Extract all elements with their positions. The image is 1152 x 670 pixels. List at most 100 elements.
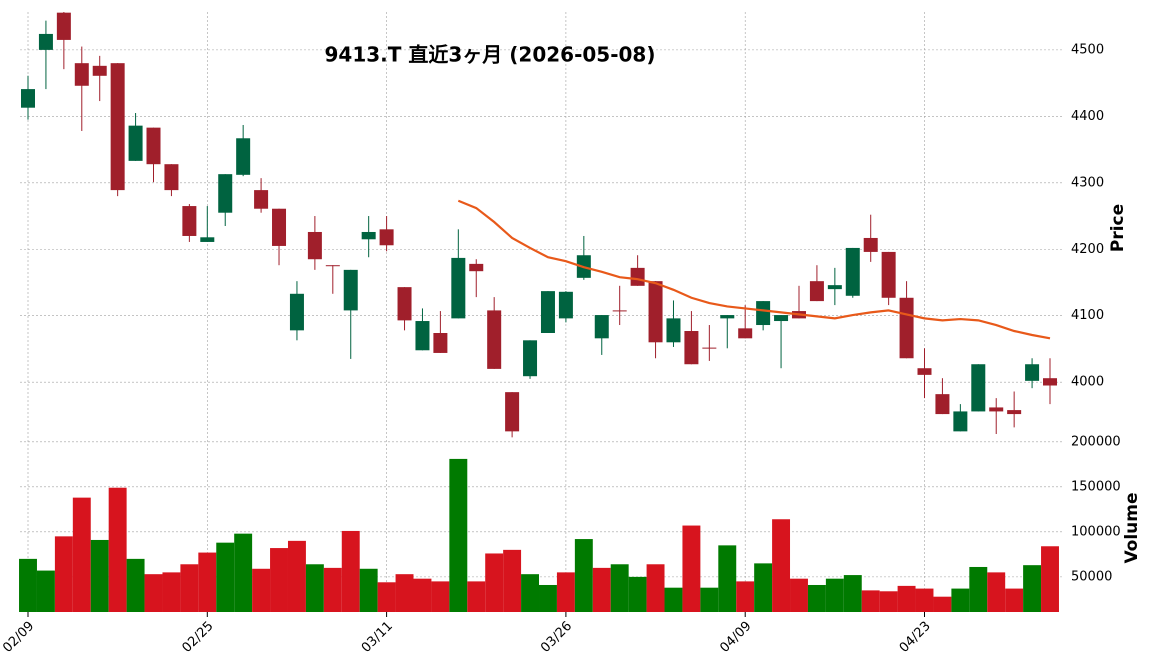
candle-body	[738, 328, 753, 339]
volume-bar	[54, 536, 73, 612]
candle-body	[684, 331, 699, 365]
volume-bar	[395, 574, 414, 612]
volume-bar	[1041, 546, 1059, 612]
candle-body	[756, 301, 771, 326]
x-tick-label: 03/26	[538, 619, 575, 656]
volume-tick-label: 200000	[1071, 434, 1121, 449]
volume-bar	[359, 568, 378, 612]
candle-body	[415, 321, 430, 351]
volume-bar	[126, 558, 145, 612]
candle-body	[1043, 378, 1058, 386]
volume-bar	[431, 581, 450, 612]
volume-bar	[843, 575, 862, 612]
candle-body	[182, 206, 197, 236]
volume-bar	[19, 558, 37, 612]
candle-body	[56, 12, 71, 40]
candle-body	[146, 127, 161, 165]
candle-body	[361, 231, 376, 240]
candle-body	[917, 368, 932, 375]
candle-body	[92, 65, 107, 76]
candle-body	[487, 310, 502, 369]
candle-body	[630, 267, 645, 286]
x-tick-label: 02/25	[180, 619, 217, 656]
volume-bar	[90, 539, 109, 612]
candle-body	[774, 315, 789, 322]
y-axis-label: Price	[1108, 204, 1128, 252]
volume-bar	[287, 540, 306, 612]
x-tick-label: 02/09	[0, 619, 37, 656]
candle-body	[540, 291, 555, 333]
candle-body	[648, 281, 663, 343]
volume-bar	[574, 539, 593, 612]
volume-bar	[485, 553, 504, 612]
candle-body	[38, 33, 53, 50]
candle-body	[523, 340, 538, 377]
candle-body	[1007, 410, 1022, 415]
volume-bar	[1005, 588, 1024, 612]
y-tick-label: 4200	[1071, 242, 1104, 257]
candle-body	[666, 318, 681, 343]
volume-bar	[987, 572, 1006, 612]
candle-body	[881, 251, 896, 298]
volume-bar	[556, 572, 575, 612]
volume-tick-label: 100000	[1071, 524, 1121, 539]
volume-bar	[879, 591, 898, 612]
volume-bar	[234, 533, 253, 612]
volume-bar	[270, 548, 288, 612]
volume-bar	[825, 578, 844, 612]
volume-bar	[933, 596, 952, 612]
volume-bar	[772, 519, 791, 612]
candle-body	[827, 285, 842, 290]
candle-body	[325, 265, 340, 267]
volume-tick-label: 150000	[1071, 479, 1121, 494]
candle-body	[164, 164, 179, 191]
candle-body	[74, 63, 89, 86]
candle-body	[702, 347, 717, 349]
volume-bar	[1023, 565, 1042, 612]
volume-bar	[144, 574, 163, 612]
candle-body	[899, 297, 914, 359]
volume-bar	[790, 578, 808, 612]
candle-body	[200, 237, 215, 242]
volume-bar	[36, 570, 55, 612]
volume-bar	[915, 588, 934, 612]
volume-bar	[252, 568, 271, 612]
y-tick-label: 4300	[1071, 175, 1104, 190]
candle-body	[612, 310, 627, 312]
volume-bar	[72, 497, 91, 612]
volume-bar	[969, 566, 988, 612]
candle-body	[809, 281, 824, 302]
chart-title: 9413.T 直近3ヶ月 (2026-05-08)	[325, 43, 656, 67]
volume-bar	[539, 584, 557, 612]
candle-body	[343, 269, 358, 311]
volume-bar	[323, 567, 342, 612]
volume-bar	[521, 574, 540, 612]
volume-bar	[377, 582, 396, 612]
volume-bar	[718, 545, 737, 612]
candle-body	[469, 263, 484, 272]
candle-body	[21, 89, 35, 108]
candle-body	[558, 291, 573, 319]
x-tick-label: 03/11	[359, 619, 396, 656]
y-tick-label: 4400	[1071, 109, 1104, 124]
volume-bar	[897, 585, 916, 612]
volume-bar	[646, 564, 665, 612]
volume-bar	[162, 572, 181, 612]
volume-bar	[341, 530, 360, 612]
volume-tick-label: 50000	[1071, 569, 1112, 584]
candle-body	[594, 315, 609, 339]
candle-body	[128, 125, 143, 161]
volume-bar	[305, 564, 324, 612]
y-tick-label: 4500	[1071, 42, 1104, 57]
candle-body	[272, 208, 287, 246]
candle-body	[845, 247, 860, 296]
volume-bar	[198, 552, 217, 612]
moving-average-line	[457, 199, 1051, 340]
volume-bar	[736, 581, 755, 612]
candle-body	[953, 411, 968, 432]
x-tick-label: 04/23	[897, 619, 934, 656]
volume-bar	[216, 542, 235, 612]
volume-bar	[180, 564, 199, 612]
volume-bar	[682, 525, 701, 612]
